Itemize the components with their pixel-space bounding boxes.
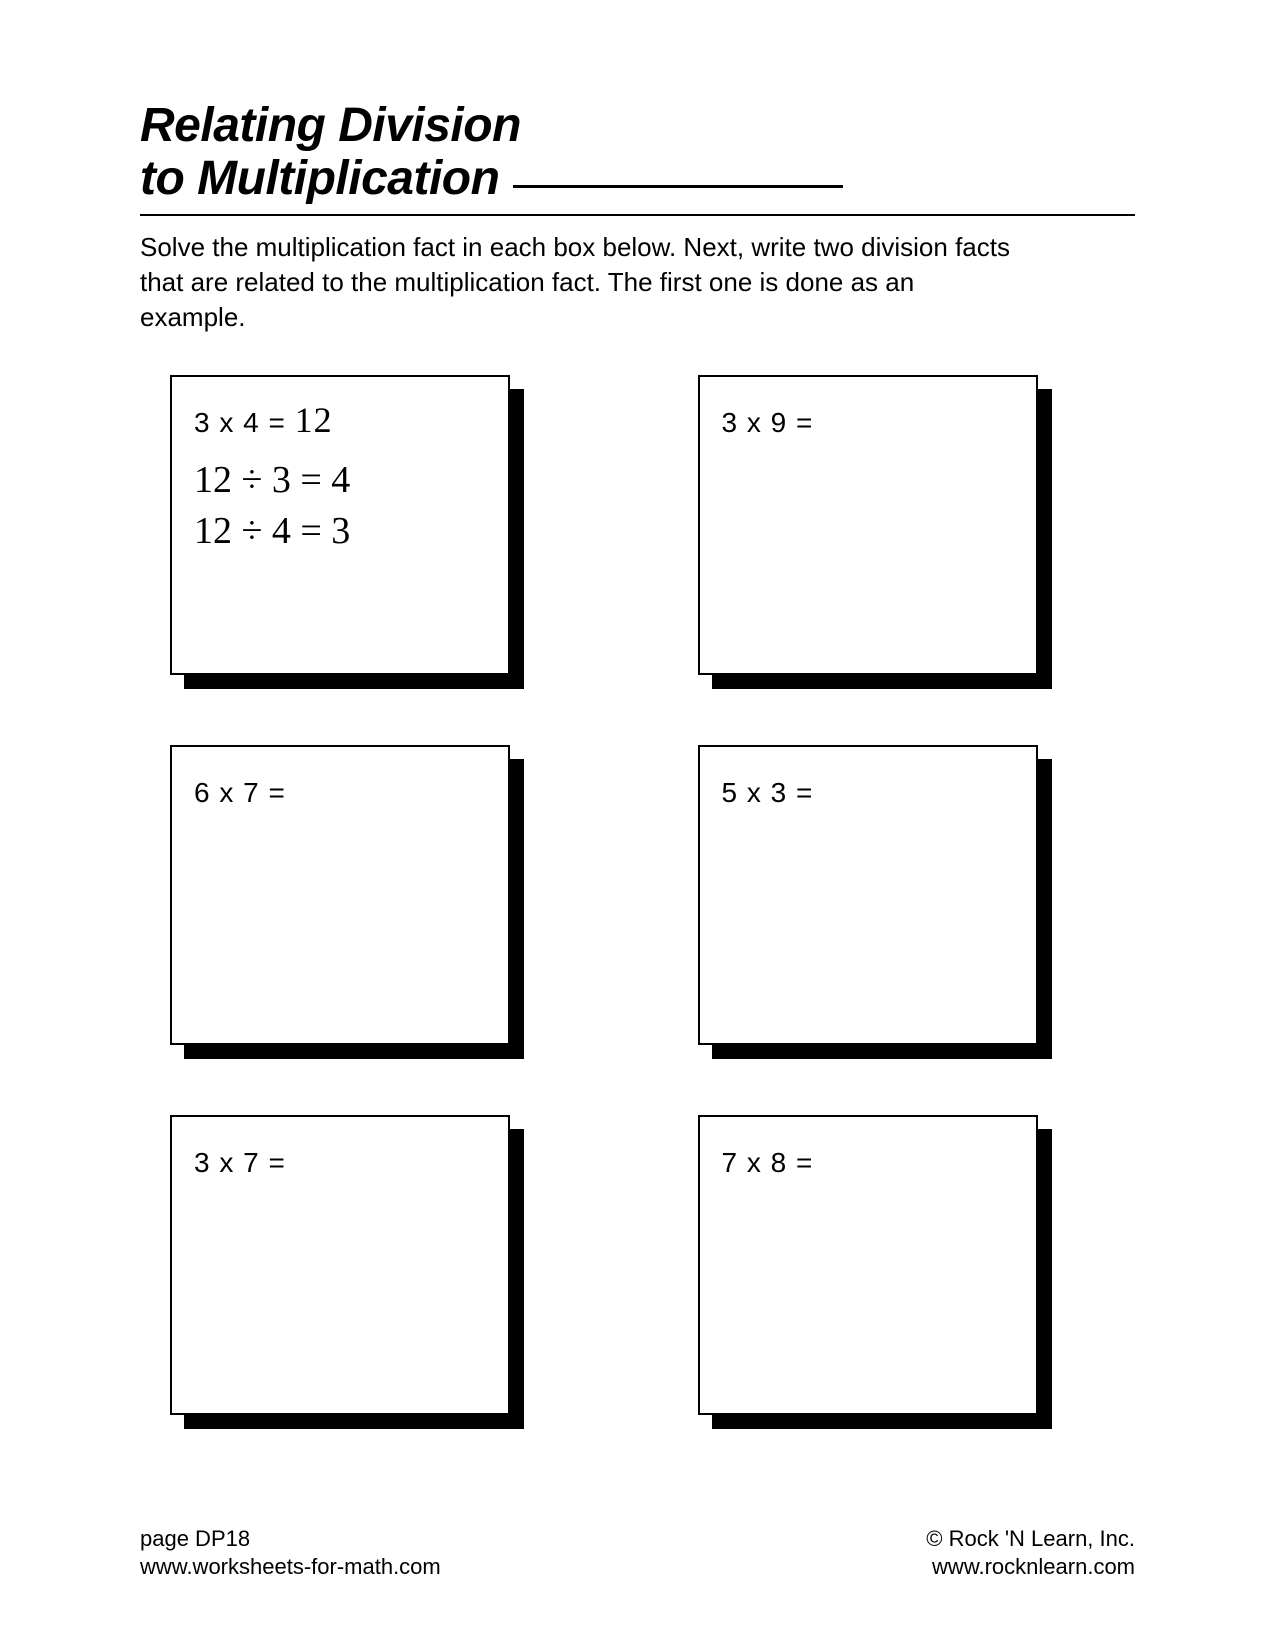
- footer-left: page DP18 www.worksheets-for-math.com: [140, 1525, 441, 1580]
- problem-box: 5 x 3 =: [698, 745, 1038, 1045]
- problem-box: 3 x 4 = 12 12 ÷ 3 = 4 12 ÷ 4 = 3: [170, 375, 510, 675]
- division-fact-2: 12 ÷ 4 = 3: [194, 506, 486, 557]
- footer-right: © Rock 'N Learn, Inc. www.rocknlearn.com: [926, 1525, 1135, 1580]
- division-fact-1: 12 ÷ 3 = 4: [194, 455, 486, 506]
- source-url-right: www.rocknlearn.com: [926, 1553, 1135, 1581]
- multiplication-problem: 3 x 7 =: [194, 1139, 486, 1181]
- problem-text: 3 x 9 =: [722, 407, 814, 438]
- problem-box: 6 x 7 =: [170, 745, 510, 1045]
- title-block: Relating Division to Multiplication: [140, 100, 1135, 206]
- problem-box: 7 x 8 =: [698, 1115, 1038, 1415]
- problem-text: 3 x 7 =: [194, 1147, 286, 1178]
- box-card[interactable]: 3 x 9 =: [698, 375, 1038, 675]
- problem-answer: 12: [295, 400, 333, 440]
- title-divider: [140, 214, 1135, 216]
- title-line-1: Relating Division: [140, 100, 1135, 153]
- source-url-left: www.worksheets-for-math.com: [140, 1553, 441, 1581]
- problem-box: 3 x 9 =: [698, 375, 1038, 675]
- box-card[interactable]: 6 x 7 =: [170, 745, 510, 1045]
- problem-grid: 3 x 4 = 12 12 ÷ 3 = 4 12 ÷ 4 = 3 3 x 9 =…: [140, 375, 1135, 1415]
- box-card[interactable]: 3 x 4 = 12 12 ÷ 3 = 4 12 ÷ 4 = 3: [170, 375, 510, 675]
- page-footer: page DP18 www.worksheets-for-math.com © …: [140, 1525, 1135, 1580]
- problem-text: 5 x 3 =: [722, 777, 814, 808]
- box-card[interactable]: 3 x 7 =: [170, 1115, 510, 1415]
- title-line-2: to Multiplication: [140, 153, 499, 206]
- name-blank-line[interactable]: [513, 185, 843, 188]
- multiplication-problem: 7 x 8 =: [722, 1139, 1014, 1181]
- instructions-text: Solve the multiplication fact in each bo…: [140, 230, 1020, 335]
- title-line-2-row: to Multiplication: [140, 153, 1135, 206]
- multiplication-problem: 6 x 7 =: [194, 769, 486, 811]
- box-card[interactable]: 7 x 8 =: [698, 1115, 1038, 1415]
- multiplication-problem: 3 x 4 = 12: [194, 399, 486, 441]
- page-number: page DP18: [140, 1525, 441, 1553]
- copyright: © Rock 'N Learn, Inc.: [926, 1525, 1135, 1553]
- problem-text: 6 x 7 =: [194, 777, 286, 808]
- worksheet-page: Relating Division to Multiplication Solv…: [0, 0, 1275, 1650]
- problem-text: 7 x 8 =: [722, 1147, 814, 1178]
- multiplication-problem: 3 x 9 =: [722, 399, 1014, 441]
- multiplication-problem: 5 x 3 =: [722, 769, 1014, 811]
- problem-text: 3 x 4 =: [194, 407, 286, 438]
- box-card[interactable]: 5 x 3 =: [698, 745, 1038, 1045]
- problem-box: 3 x 7 =: [170, 1115, 510, 1415]
